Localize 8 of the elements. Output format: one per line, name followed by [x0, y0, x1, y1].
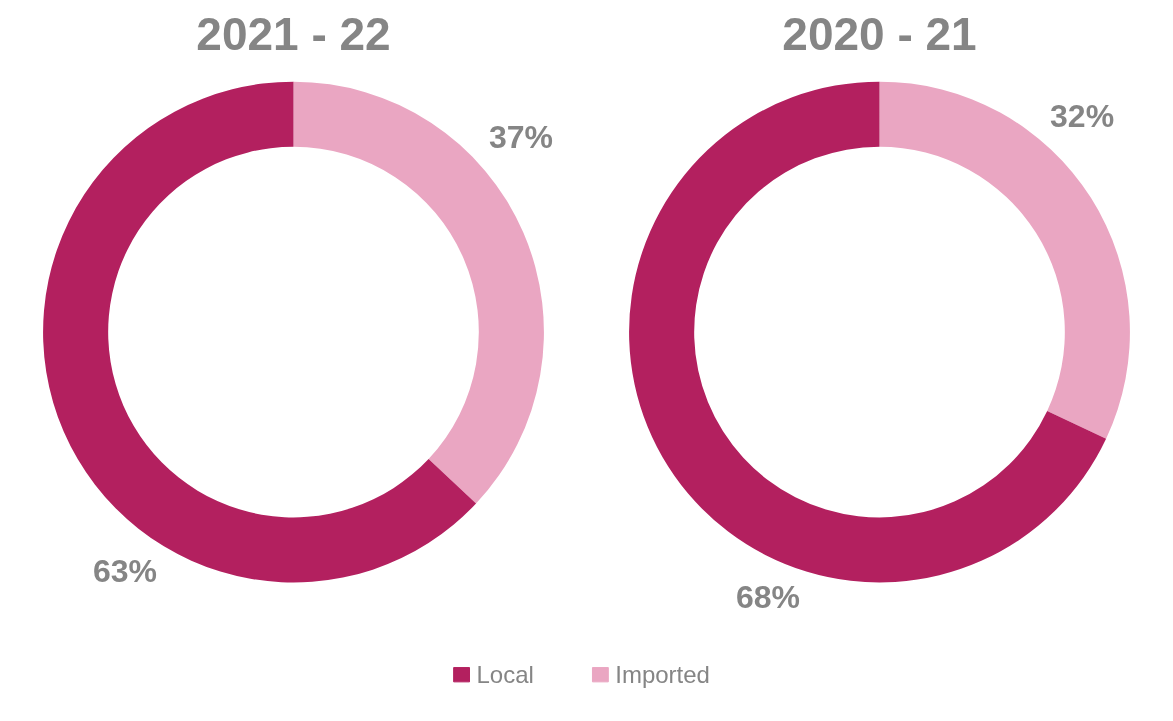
data-label: 68%	[735, 578, 800, 615]
legend-label: Local	[476, 661, 534, 689]
chart-title: 2021 - 22	[196, 7, 391, 60]
data-label: 32%	[1050, 97, 1115, 134]
legend-label: Imported	[615, 661, 710, 689]
chart-title: 2020 - 21	[782, 7, 977, 60]
data-label: 63%	[92, 552, 157, 589]
data-label: 37%	[489, 119, 554, 156]
